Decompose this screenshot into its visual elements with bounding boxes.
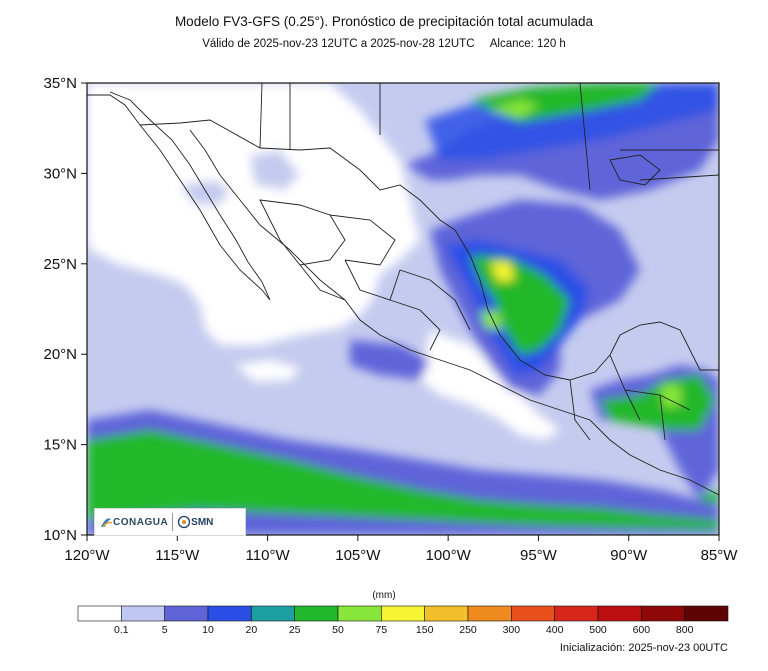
lon-tick-label: 90°W [610, 547, 648, 564]
lat-tick-label: 35°N [43, 75, 77, 92]
lat-tick-label: 10°N [43, 527, 77, 544]
boundaries [87, 83, 719, 496]
colorbar-label: 5 [162, 624, 168, 636]
colorbar-label: 50 [332, 624, 344, 636]
colorbar-swatch [337, 605, 382, 622]
mexico-state-lines [259, 199, 471, 351]
lon-tick-label: 120°W [64, 547, 110, 564]
colorbar-label: 800 [676, 624, 694, 636]
precip-field [87, 83, 719, 535]
colorbar-swatch [294, 605, 339, 622]
gulf-rain-heavy [470, 255, 570, 355]
lat-tick-label: 15°N [43, 437, 77, 454]
rain-max-gulf [490, 262, 515, 282]
conagua-logo-text: CONAGUA [113, 516, 169, 528]
colorbar-label: 10 [202, 624, 214, 636]
gulf-coast [454, 229, 719, 381]
lon-tick-label: 105°W [335, 547, 381, 564]
lon-tick-label: 110°W [246, 547, 291, 564]
lat-tick-label: 20°N [43, 346, 77, 363]
colorbar-label: 500 [589, 624, 607, 636]
light-patch-sonora [250, 150, 300, 190]
colorbar-swatch [207, 605, 252, 622]
conagua-logo: CONAGUA [95, 515, 172, 529]
colorbar-label: 400 [546, 624, 564, 636]
colorbar-swatch [684, 605, 729, 622]
conagua-emblem-icon [101, 518, 113, 528]
colorbar-swatch [641, 605, 685, 622]
smn-logo-text: SMN [191, 516, 214, 528]
central-america-borders [569, 354, 691, 441]
pacific-coast [189, 129, 719, 496]
us-mexico-border [139, 119, 456, 231]
colorbar-swatch [511, 605, 555, 622]
colorbar-units: (mm) [372, 590, 396, 601]
colorbar-swatch [381, 605, 425, 622]
us-state-lines [259, 83, 719, 191]
colorbar-swatch [121, 605, 165, 622]
lon-tick-label: 115°W [155, 547, 200, 564]
lon-tick-label: 95°W [520, 547, 558, 564]
longitude-axis: 120°W 115°W 110°W 105°W 100°W 95°W 90°W 85°W [64, 535, 738, 564]
agency-logos: CONAGUA SMN [94, 508, 246, 536]
initialization-time: Inicialización: 2025-nov-23 00UTC [559, 642, 728, 654]
colorbar-label: 25 [289, 624, 301, 636]
colorbar-swatch [424, 605, 469, 622]
colorbar-swatch [597, 605, 642, 622]
dry-patch-pacific [235, 360, 300, 382]
rain-max-caribbean [660, 385, 682, 408]
smn-emblem-icon [178, 515, 191, 529]
colorbar-swatch [554, 605, 599, 622]
lon-tick-label: 100°W [426, 547, 472, 564]
colorbar-label: 0.1 [114, 624, 129, 636]
colorbar-label: 300 [503, 624, 521, 636]
colorbar-label: 600 [633, 624, 651, 636]
logo-divider [172, 513, 174, 531]
smn-logo: SMN [173, 515, 217, 529]
colorbar-label: 150 [416, 624, 434, 636]
colorbar-swatch [467, 605, 512, 622]
lat-tick-label: 30°N [43, 165, 77, 182]
forecast-range: Alcance: 120 h [489, 38, 566, 50]
lat-tick-label: 25°N [43, 256, 77, 273]
dry-region-north [87, 83, 420, 345]
colorbar-swatch [164, 605, 209, 622]
colorbar-label: 75 [375, 624, 387, 636]
map-frame [86, 82, 720, 536]
map-title: Modelo FV3-GFS (0.25°). Pronóstico de pr… [174, 14, 594, 29]
colorbar-swatch [77, 605, 122, 622]
map-subtitle: Válido de 2025-nov-23 12UTC a 2025-nov-2… [0, 38, 768, 50]
dry-region-south [420, 330, 560, 440]
rain-max-texas [490, 100, 540, 118]
colorbar: 0.1 5 10 20 25 50 75 150 250 300 400 500 600 800 [77, 605, 729, 636]
caribbean-rain-heavy [600, 375, 715, 430]
validity-period: Válido de 2025-nov-23 12UTC a 2025-nov-2… [202, 38, 475, 50]
latitude-axis: 35°N 30°N 25°N 20°N 15°N 10°N [43, 75, 87, 544]
baja-california-coast [87, 91, 271, 301]
colorbar-label: 250 [459, 624, 477, 636]
florida-coast [609, 154, 661, 186]
lon-tick-label: 85°W [701, 547, 739, 564]
colorbar-label: 20 [245, 624, 257, 636]
rain-spot-veracruz [480, 310, 502, 330]
colorbar-swatch [251, 605, 295, 622]
